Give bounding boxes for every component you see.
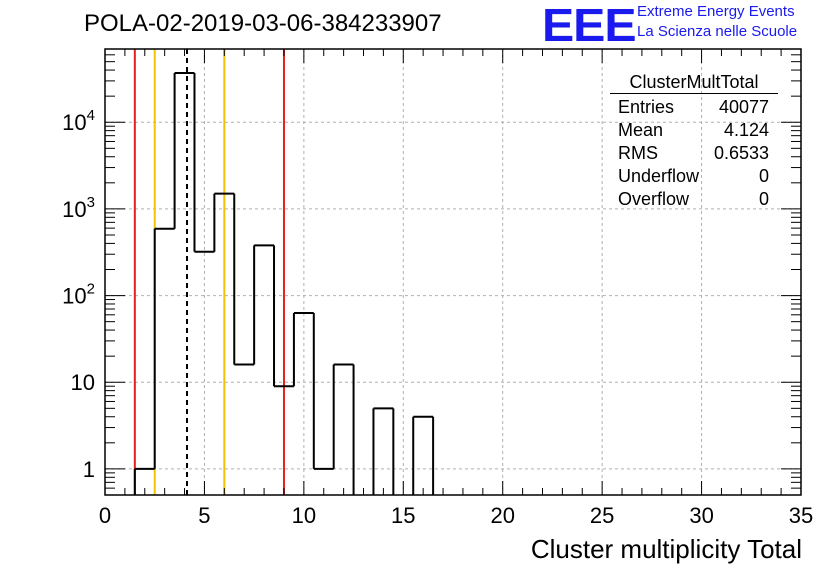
stat-value: 0: [758, 189, 769, 209]
y-tick-label: 102: [62, 281, 95, 309]
logo-subtitle-2: La Scienza nelle Scuole: [637, 23, 798, 40]
chart-title: POLA-02-2019-03-06-384233907: [84, 10, 442, 37]
eee-logo: EEE: [542, 0, 637, 51]
stat-value: 4.124: [723, 120, 769, 140]
stat-label: Underflow: [618, 166, 700, 186]
x-tick-label: 0: [99, 503, 111, 528]
stat-value: 40077: [718, 97, 769, 117]
grid-lines: [105, 49, 801, 495]
plot-frame: [104, 48, 802, 496]
stat-label: RMS: [618, 143, 658, 163]
x-tick-label: 20: [490, 503, 514, 528]
stat-value: 0: [758, 166, 769, 186]
stat-label: Entries: [618, 97, 675, 117]
x-tick-label: 25: [590, 503, 614, 528]
y-tick-label: 104: [62, 107, 95, 135]
axis-ticks: [104, 48, 802, 496]
x-tick-label: 5: [198, 503, 210, 528]
stat-row-rms: RMS 0.6533: [610, 142, 778, 165]
stat-label: Overflow: [618, 189, 690, 209]
x-tick-label: 30: [689, 503, 713, 528]
logo-subtitle-1: Extreme Energy Events: [637, 3, 795, 20]
histogram-bars: [133, 71, 435, 495]
stat-row-underflow: Underflow 0: [610, 165, 778, 188]
stat-row-overflow: Overflow 0: [610, 188, 778, 211]
x-tick-label: 35: [789, 503, 813, 528]
stats-box: ClusterMultTotal Entries 40077 Mean 4.12…: [610, 72, 778, 211]
x-tick-label: 10: [292, 503, 316, 528]
y-tick-label: 103: [62, 194, 95, 222]
y-tick-label: 10: [71, 370, 95, 395]
stat-row-mean: Mean 4.124: [610, 119, 778, 142]
x-axis-label: Cluster multiplicity Total: [530, 534, 802, 564]
stat-label: Mean: [618, 120, 664, 140]
x-tick-label: 15: [391, 503, 415, 528]
stat-value: 0.6533: [713, 143, 769, 163]
tick-labels: 0 5 10 15 20 25 30 35 1 10 102 103 104: [62, 107, 813, 528]
reference-lines: [133, 49, 285, 495]
stats-title: ClusterMultTotal: [610, 72, 778, 94]
y-tick-label: 1: [83, 457, 95, 482]
stat-row-entries: Entries 40077: [610, 96, 778, 119]
